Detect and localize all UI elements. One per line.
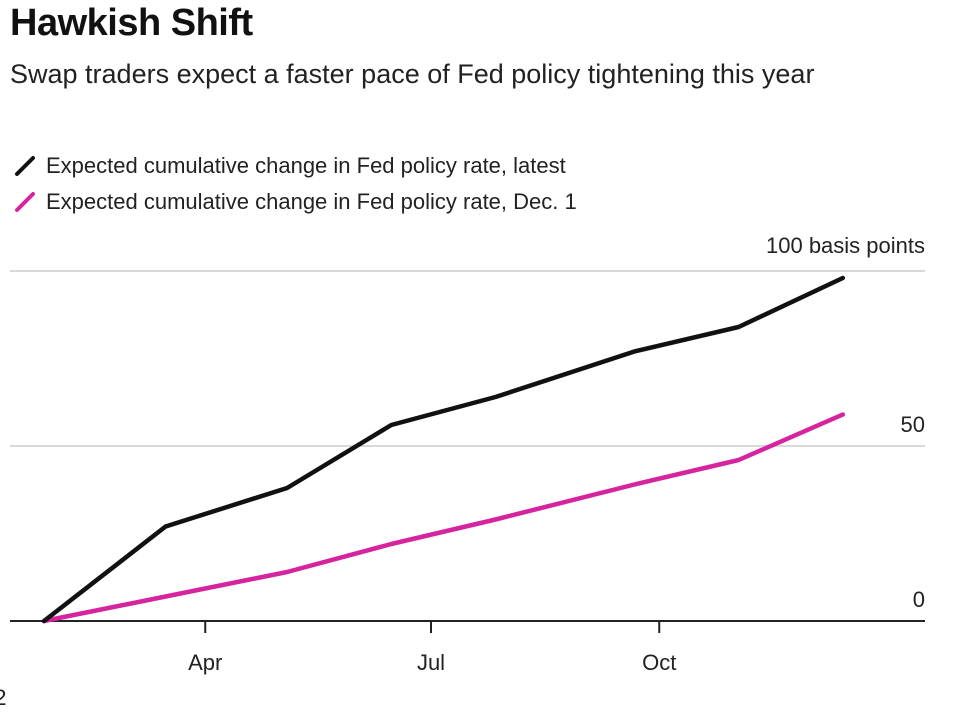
y-tick-label-0: 0 bbox=[913, 587, 925, 612]
x-tick-sublabel-2022: 2022 bbox=[0, 685, 6, 710]
legend-swatch-dec1 bbox=[15, 192, 35, 212]
legend-item-dec1: Expected cumulative change in Fed policy… bbox=[14, 184, 577, 220]
legend-label-dec1: Expected cumulative change in Fed policy… bbox=[46, 189, 577, 214]
legend-item-latest: Expected cumulative change in Fed policy… bbox=[14, 148, 577, 184]
x-tick-label-apr: Apr bbox=[188, 650, 222, 675]
chart-subtitle: Swap traders expect a faster pace of Fed… bbox=[10, 59, 815, 89]
y-tick-label-100: 100 basis points bbox=[766, 233, 925, 258]
legend: Expected cumulative change in Fed policy… bbox=[14, 148, 577, 220]
legend-label-latest: Expected cumulative change in Fed policy… bbox=[46, 153, 566, 178]
series-line-dec1 bbox=[41, 412, 846, 624]
y-tick-label-50: 50 bbox=[901, 412, 925, 437]
series-line-latest bbox=[41, 275, 846, 624]
x-tick-label-oct: Oct bbox=[642, 650, 676, 675]
x-tick-label-jul: Jul bbox=[417, 650, 445, 675]
chart-title: Hawkish Shift bbox=[10, 2, 253, 44]
legend-swatch-latest bbox=[15, 156, 35, 176]
